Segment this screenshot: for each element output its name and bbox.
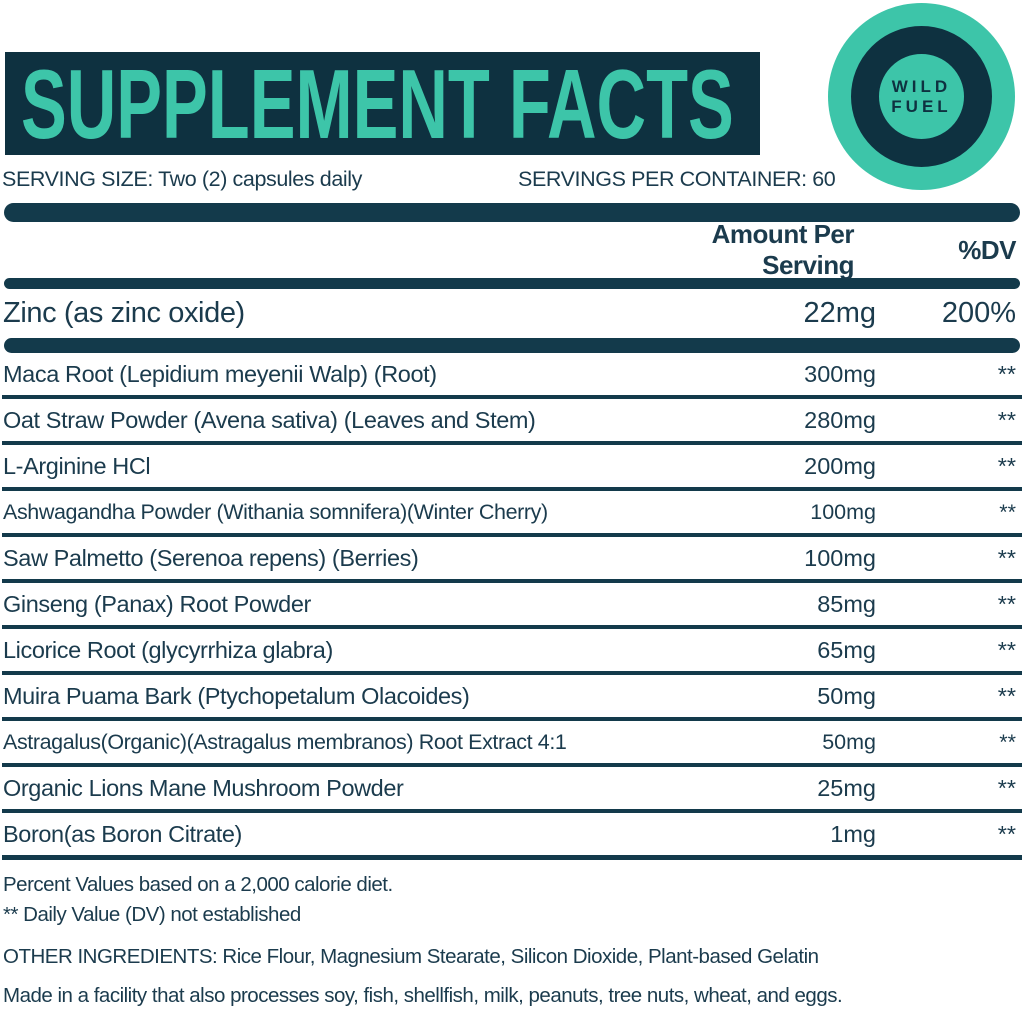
ingredient-amount: 50mg — [822, 729, 876, 754]
row-separator — [2, 717, 1022, 721]
ingredient-name: Ginseng (Panax) Root Powder — [3, 590, 311, 617]
divider-bar-header — [4, 278, 1020, 289]
ingredient-name: Organic Lions Mane Mushroom Powder — [3, 774, 404, 801]
ingredient-amount: 300mg — [804, 360, 876, 387]
ingredient-name: Maca Root (Lepidium meyenii Walp) (Root) — [3, 360, 437, 387]
table-row: Organic Lions Mane Mushroom Powder 25mg … — [0, 767, 1024, 809]
ingredient-name: Licorice Root (glycyrrhiza glabra) — [3, 636, 333, 663]
table-row: L-Arginine HCl 200mg ** — [0, 445, 1024, 487]
footnote-other-ingredients: OTHER INGREDIENTS: Rice Flour, Magnesium… — [3, 945, 819, 968]
page-title: SUPPLEMENT FACTS — [21, 52, 734, 155]
ingredient-amount: 85mg — [817, 590, 876, 617]
ingredient-dv: ** — [997, 636, 1016, 663]
ingredient-dv: ** — [997, 360, 1016, 387]
row-separator — [2, 579, 1022, 583]
ingredient-amount: 65mg — [817, 636, 876, 663]
ingredient-name: Saw Palmetto (Serenoa repens) (Berries) — [3, 544, 419, 571]
ingredient-amount: 25mg — [817, 774, 876, 801]
table-row: Saw Palmetto (Serenoa repens) (Berries) … — [0, 537, 1024, 579]
row-separator — [2, 533, 1022, 537]
ingredient-amount: 200mg — [804, 452, 876, 479]
ingredient-amount: 50mg — [817, 682, 876, 709]
ingredient-amount: 1mg — [830, 820, 876, 847]
serving-info: SERVING SIZE: Two (2) capsules daily SER… — [2, 167, 842, 192]
ingredient-dv: ** — [997, 406, 1016, 433]
ingredient-dv: ** — [997, 774, 1016, 801]
row-separator — [2, 625, 1022, 629]
table-row-zinc: Zinc (as zinc oxide) 22mg 200% — [0, 289, 1024, 338]
row-separator — [2, 671, 1022, 675]
wild-fuel-logo: WILD FUEL — [828, 3, 1015, 190]
row-separator — [2, 395, 1022, 399]
table-column-headers: Amount Per Serving %DV — [0, 219, 1024, 280]
ingredient-amount: 280mg — [804, 406, 876, 433]
logo-line1: WILD — [891, 76, 952, 96]
ingredient-dv: ** — [997, 452, 1016, 479]
table-row: Muira Puama Bark (Ptychopetalum Olacoide… — [0, 675, 1024, 717]
row-separator-end — [2, 855, 1022, 860]
divider-bar-zinc — [4, 338, 1020, 353]
logo-text: WILD FUEL — [891, 77, 951, 117]
ingredient-name: L-Arginine HCl — [3, 452, 151, 479]
column-header-dv: %DV — [958, 234, 1016, 265]
ingredient-name: Astragalus(Organic)(Astragalus membranos… — [3, 729, 567, 754]
footnote-daily-value: ** Daily Value (DV) not established — [3, 903, 301, 926]
ingredient-dv: 200% — [941, 297, 1016, 329]
ingredient-dv: ** — [999, 729, 1016, 754]
ingredient-amount: 22mg — [803, 297, 876, 329]
ingredient-amount: 100mg — [804, 544, 876, 571]
ingredient-name: Boron(as Boron Citrate) — [3, 820, 242, 847]
ingredient-name: Muira Puama Bark (Ptychopetalum Olacoide… — [3, 682, 470, 709]
row-separator — [2, 763, 1022, 767]
footnotes: Percent Values based on a 2,000 calorie … — [0, 872, 1024, 1009]
ingredient-dv: ** — [997, 820, 1016, 847]
logo-ring: WILD FUEL — [851, 26, 992, 167]
table-row: Maca Root (Lepidium meyenii Walp) (Root)… — [0, 353, 1024, 395]
row-separator — [2, 441, 1022, 445]
table-row: Licorice Root (glycyrrhiza glabra) 65mg … — [0, 629, 1024, 671]
servings-per-container-text: SERVINGS PER CONTAINER: 60 — [518, 167, 836, 191]
table-row: Oat Straw Powder (Avena sativa) (Leaves … — [0, 399, 1024, 441]
ingredient-name: Oat Straw Powder (Avena sativa) (Leaves … — [3, 406, 536, 433]
logo-line2: FUEL — [891, 96, 952, 116]
ingredient-name: Zinc (as zinc oxide) — [3, 297, 245, 329]
row-separator — [2, 809, 1022, 813]
ingredient-amount: 100mg — [810, 499, 876, 524]
ingredient-name: Ashwagandha Powder (Withania somnifera)(… — [3, 499, 548, 524]
label-header: SUPPLEMENT FACTS WILD FUEL SERVING SIZE:… — [0, 0, 1024, 203]
table-row: Boron(as Boron Citrate) 1mg ** — [0, 813, 1024, 855]
title-banner: SUPPLEMENT FACTS — [5, 52, 760, 155]
table-row: Ginseng (Panax) Root Powder 85mg ** — [0, 583, 1024, 625]
footnote-allergen: Made in a facility that also processes s… — [3, 984, 843, 1007]
ingredient-dv: ** — [997, 544, 1016, 571]
column-header-amount: Amount Per Serving — [711, 219, 855, 280]
divider-bar-top — [4, 203, 1020, 222]
ingredient-dv: ** — [997, 682, 1016, 709]
footnote-percent-values: Percent Values based on a 2,000 calorie … — [3, 873, 393, 896]
serving-size-text: SERVING SIZE: Two (2) capsules daily — [2, 167, 363, 191]
ingredient-dv: ** — [997, 590, 1016, 617]
row-separator — [2, 487, 1022, 491]
ingredient-dv: ** — [999, 499, 1016, 524]
table-row: Astragalus(Organic)(Astragalus membranos… — [0, 721, 1024, 763]
table-row: Ashwagandha Powder (Withania somnifera)(… — [0, 491, 1024, 533]
